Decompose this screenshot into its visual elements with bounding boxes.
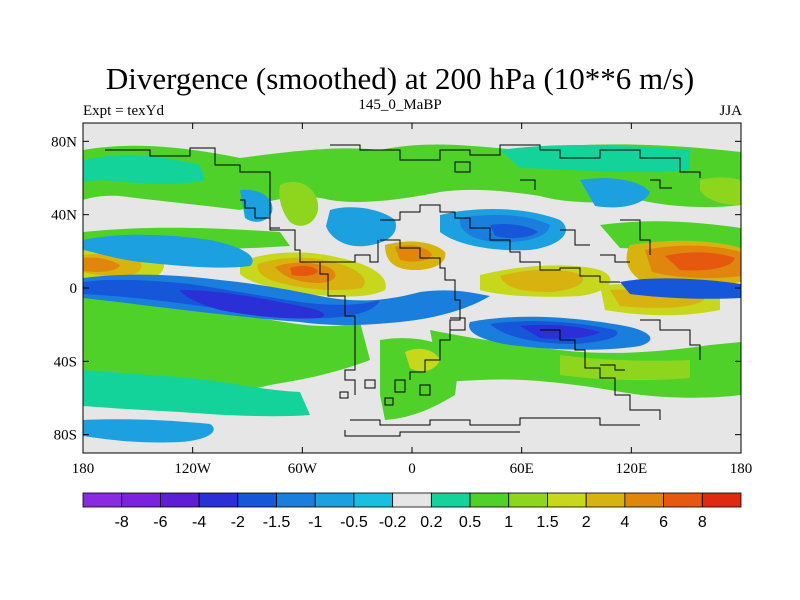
- y-tick-label: 80S: [54, 428, 77, 444]
- x-axis-ticks: 180 120W 60W 0 60E 120E 180: [72, 123, 753, 477]
- x-tick-label: 120W: [174, 461, 212, 477]
- colorbar-label: 6: [659, 514, 668, 531]
- colorbar-label: -6: [153, 514, 167, 531]
- colorbar-label: 1: [504, 514, 513, 531]
- colorbar-swatch: [198, 492, 239, 508]
- page-title: Divergence (smoothed) at 200 hPa (10**6 …: [105, 61, 695, 96]
- colorbar-label: 1.5: [536, 514, 558, 531]
- season-label: JJA: [719, 103, 742, 119]
- colorbar-swatch: [469, 492, 510, 508]
- x-tick-label: 180: [72, 461, 95, 477]
- colorbar-swatch: [392, 492, 432, 508]
- map-field: [83, 123, 741, 453]
- colorbar-swatch: [624, 492, 664, 508]
- colorbar: -8 -6 -4 -2 -1.5 -1 -0.5 -0.2 0.2 0.5 1 1.5 2 4 6 8: [82, 492, 742, 531]
- colorbar-swatch: [82, 492, 123, 508]
- colorbar-swatch: [314, 492, 355, 508]
- y-tick-label: 40N: [51, 208, 77, 224]
- coastlines: [105, 144, 701, 437]
- experiment-label: Expt = texYd: [83, 103, 164, 119]
- colorbar-label: -1: [308, 514, 322, 531]
- colorbar-label: 8: [698, 514, 707, 531]
- negative-fields: [83, 178, 741, 443]
- colorbar-label: -2: [231, 514, 245, 531]
- colorbar-label: -8: [115, 514, 129, 531]
- colorbar-swatch: [121, 492, 161, 508]
- colorbar-label: -0.2: [379, 514, 407, 531]
- x-tick-label: 120E: [615, 461, 647, 477]
- x-tick-label: 0: [408, 461, 416, 477]
- colorbar-label: -1.5: [263, 514, 291, 531]
- x-tick-label: 60E: [510, 461, 534, 477]
- colorbar-label: 0.5: [459, 514, 481, 531]
- case-label: 145_0_MaBP: [358, 97, 442, 113]
- colorbar-swatch: [663, 492, 703, 508]
- y-tick-label: 80N: [51, 134, 77, 150]
- colorbar-swatch: [353, 492, 394, 508]
- colorbar-swatch: [430, 492, 471, 508]
- colorbar-swatch: [585, 492, 626, 508]
- colorbar-swatch: [547, 492, 587, 508]
- y-tick-label: 40S: [54, 354, 77, 370]
- y-tick-label: 0: [70, 281, 78, 297]
- y-axis-ticks: 80N 40N 0 40S 80S: [51, 134, 741, 444]
- colorbar-label: 4: [620, 514, 629, 531]
- colorbar-label: 0.2: [420, 514, 442, 531]
- x-tick-label: 60W: [288, 461, 318, 477]
- colorbar-swatch: [160, 492, 200, 508]
- colorbar-label: -4: [192, 514, 206, 531]
- colorbar-swatch: [237, 492, 277, 508]
- colorbar-label: -0.5: [340, 514, 368, 531]
- colorbar-swatch: [701, 492, 742, 508]
- colorbar-label: 2: [582, 514, 591, 531]
- colorbar-swatch: [276, 492, 316, 508]
- x-tick-label: 180: [730, 461, 753, 477]
- colorbar-swatch: [508, 492, 548, 508]
